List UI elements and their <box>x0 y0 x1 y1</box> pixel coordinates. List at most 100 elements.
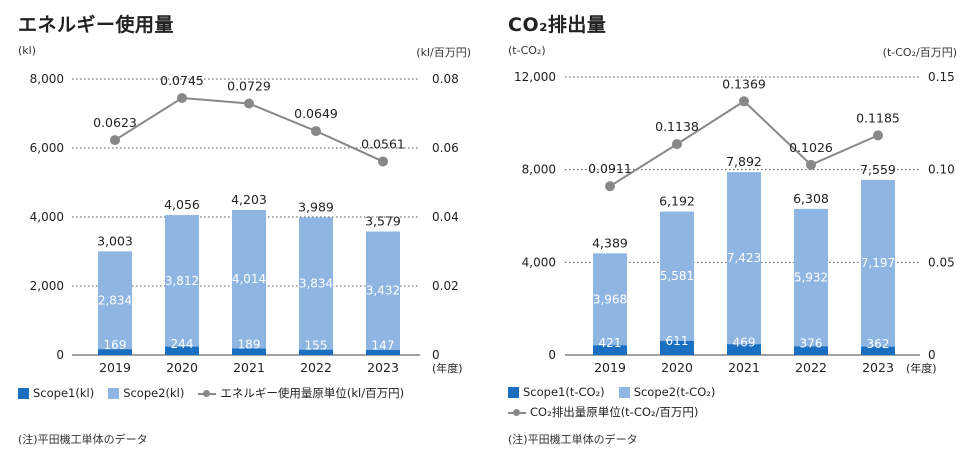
chart-legend: Scope1(kl) Scope2(kl) エネルギー使用量原単位(kl/百万円… <box>18 385 404 401</box>
x-tick-label: 2021 <box>233 360 265 375</box>
intensity-value-label: 0.1369 <box>722 76 766 91</box>
legend-scope1: Scope1(kl) <box>18 386 94 400</box>
scope2-value-label: 5,932 <box>794 271 828 285</box>
bar-scope2 <box>727 172 761 345</box>
scope1-value-label: 189 <box>238 338 261 352</box>
scope2-value-label: 7,423 <box>727 251 761 265</box>
x-tick-label: 2022 <box>300 360 332 375</box>
scope2-value-label: 3,834 <box>299 277 333 291</box>
total-value-label: 4,056 <box>164 197 200 212</box>
scope1-value-label: 244 <box>171 337 194 351</box>
scope2-swatch <box>618 386 630 398</box>
bar-scope1 <box>232 348 266 355</box>
legend-scope1: Scope1(t-CO₂) <box>508 385 605 399</box>
intensity-value-label: 0.0649 <box>294 106 338 121</box>
scope1-value-label: 147 <box>372 338 395 352</box>
y-tick-label: 12,000 <box>514 70 556 84</box>
y2-tick-label: 0.05 <box>928 255 955 269</box>
scope1-swatch <box>18 387 29 399</box>
intensity-value-label: 0.1185 <box>856 110 900 125</box>
scope2-value-label: 4,014 <box>232 272 266 286</box>
bar-scope1 <box>593 345 627 355</box>
y-tick-label: 0 <box>548 348 556 362</box>
intensity-value-label: 0.0561 <box>361 136 405 151</box>
intensity-point <box>873 130 883 141</box>
y-tick-label: 8,000 <box>522 163 556 177</box>
bar-scope1 <box>98 349 132 355</box>
bar-scope1 <box>861 346 895 355</box>
intensity-point <box>177 92 187 103</box>
intensity-point <box>672 139 682 150</box>
intensity-point <box>806 159 816 170</box>
legend-scope2-label: Scope2(t-CO₂) <box>633 385 716 399</box>
bar-scope1 <box>299 349 333 355</box>
total-value-label: 6,308 <box>793 191 829 206</box>
total-value-label: 3,989 <box>298 199 334 214</box>
scope1-value-label: 376 <box>800 337 823 351</box>
right-axis-unit: (kl/百万円) <box>416 46 471 59</box>
x-tick-label: 2022 <box>795 360 827 375</box>
total-value-label: 3,003 <box>97 233 133 248</box>
total-value-label: 6,192 <box>659 194 695 209</box>
y2-tick-label: 0 <box>432 348 440 362</box>
scope2-value-label: 7,197 <box>861 256 895 270</box>
scope1-value-label: 469 <box>733 336 756 350</box>
y-tick-label: 0 <box>56 348 64 362</box>
legend-scope2: Scope2(kl) <box>108 386 184 400</box>
intensity-value-label: 0.0745 <box>160 73 204 88</box>
legend-line: CO₂排出量原単位(t-CO₂/百万円) <box>508 404 698 420</box>
y-tick-label: 8,000 <box>30 72 64 86</box>
left-axis-unit: (t-CO₂) <box>508 44 546 57</box>
scope2-swatch <box>108 387 120 399</box>
y-tick-label: 4,000 <box>522 255 556 269</box>
intensity-value-label: 0.0729 <box>227 78 271 93</box>
scope1-swatch <box>508 386 519 398</box>
intensity-point <box>378 156 388 167</box>
bar-scope1 <box>165 346 199 355</box>
x-tick-label: 2020 <box>661 360 693 375</box>
line-marker-icon <box>508 407 526 418</box>
legend-line-label: CO₂排出量原単位(t-CO₂/百万円) <box>530 405 699 419</box>
x-axis-suffix: (年度) <box>432 361 463 375</box>
y2-tick-label: 0.04 <box>432 210 459 224</box>
y-tick-label: 6,000 <box>30 141 64 155</box>
bar-scope1 <box>366 349 400 355</box>
legend-scope2-label: Scope2(kl) <box>123 386 185 400</box>
bar-scope1 <box>727 344 761 355</box>
bar-scope2 <box>232 209 266 349</box>
x-tick-label: 2023 <box>367 360 399 375</box>
y2-tick-label: 0.02 <box>432 279 459 293</box>
scope2-value-label: 5,581 <box>660 269 694 283</box>
bar-scope2 <box>660 211 694 341</box>
x-tick-label: 2021 <box>728 360 760 375</box>
scope1-value-label: 169 <box>104 338 127 352</box>
total-value-label: 4,389 <box>592 235 628 250</box>
chart-title: CO₂排出量 <box>508 14 607 36</box>
bar-scope1 <box>794 346 828 355</box>
x-axis-suffix: (年度) <box>906 361 937 375</box>
bar-scope2 <box>861 179 895 347</box>
y2-tick-label: 0.10 <box>928 163 955 177</box>
bar-scope2 <box>366 231 400 350</box>
y2-tick-label: 0.08 <box>432 72 459 86</box>
line-marker-icon <box>198 388 217 399</box>
bar-scope2 <box>593 253 627 346</box>
intensity-point <box>110 135 120 146</box>
total-value-label: 4,203 <box>231 192 267 207</box>
scope2-value-label: 3,812 <box>165 274 199 288</box>
scope1-value-label: 155 <box>305 338 328 352</box>
intensity-value-label: 0.1026 <box>789 140 833 155</box>
scope2-value-label: 2,834 <box>98 293 132 307</box>
intensity-value-label: 0.0911 <box>588 161 632 176</box>
y2-tick-label: 0.06 <box>432 141 459 155</box>
footnote: (注)平田機工単体のデータ <box>18 433 148 446</box>
scope1-value-label: 421 <box>599 336 622 350</box>
intensity-point <box>739 96 749 107</box>
scope2-value-label: 3,432 <box>366 284 400 298</box>
left-axis-unit: (kl) <box>18 44 37 57</box>
scope2-value-label: 3,968 <box>593 292 627 306</box>
bar-scope2 <box>165 215 199 347</box>
intensity-point <box>605 181 615 192</box>
bar-scope2 <box>794 208 828 347</box>
bar-scope1 <box>660 340 694 355</box>
